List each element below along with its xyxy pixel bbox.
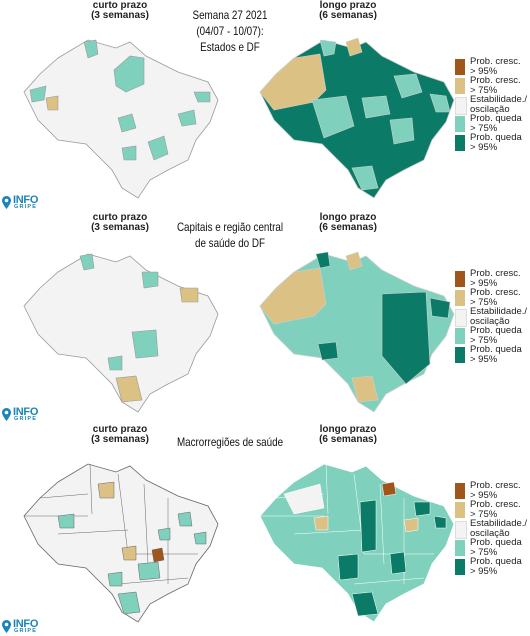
section-title: Macrorregiões de saúde bbox=[176, 435, 284, 449]
pin-icon bbox=[2, 196, 11, 209]
legend-swatch bbox=[455, 347, 465, 363]
brazil-map-short-term bbox=[23, 463, 219, 623]
legend-swatch bbox=[455, 135, 465, 151]
legend-swatch bbox=[455, 59, 465, 75]
legend-swatch bbox=[455, 521, 467, 539]
brazil-map-short-term bbox=[23, 253, 219, 413]
section-macrorregioes: curto prazo (3 semanas) Macrorregiões de … bbox=[0, 424, 530, 636]
legend-swatch bbox=[455, 290, 465, 306]
section-capitais: curto prazo (3 semanas) Capitais e região… bbox=[0, 212, 530, 424]
legend-swatch bbox=[455, 78, 465, 94]
long-term-header: longo prazo (6 semanas) bbox=[319, 212, 377, 233]
short-term-header: curto prazo (3 semanas) bbox=[91, 212, 149, 233]
pin-icon bbox=[2, 408, 11, 421]
section-title: Semana 27 2021 (04/07 - 10/07): Estados e … bbox=[192, 8, 268, 54]
brazil-map-long-term bbox=[259, 37, 455, 199]
pin-icon bbox=[2, 620, 11, 633]
legend-swatch bbox=[455, 116, 465, 132]
legend-swatch bbox=[455, 271, 465, 287]
short-term-header: curto prazo (3 semanas) bbox=[91, 424, 149, 445]
long-term-header: longo prazo (6 semanas) bbox=[319, 0, 377, 21]
legend-swatch bbox=[455, 540, 465, 556]
legend-swatch bbox=[455, 97, 467, 115]
brazil-map-short-term bbox=[23, 39, 219, 199]
legend-swatch bbox=[455, 483, 465, 499]
brazil-map-long-term bbox=[259, 463, 455, 623]
section-estados: curto prazo (3 semanas) Semana 27 2021 (04… bbox=[0, 0, 530, 212]
section-title: Capitais e região central de saúde do DF bbox=[176, 220, 284, 250]
legend-swatch bbox=[455, 328, 465, 344]
legend-swatch bbox=[455, 559, 465, 575]
legend-swatch bbox=[455, 309, 467, 327]
legend-swatch bbox=[455, 502, 465, 518]
short-term-header: curto prazo (3 semanas) bbox=[91, 0, 149, 21]
long-term-header: longo prazo (6 semanas) bbox=[319, 424, 377, 445]
brazil-map-long-term bbox=[259, 251, 455, 413]
